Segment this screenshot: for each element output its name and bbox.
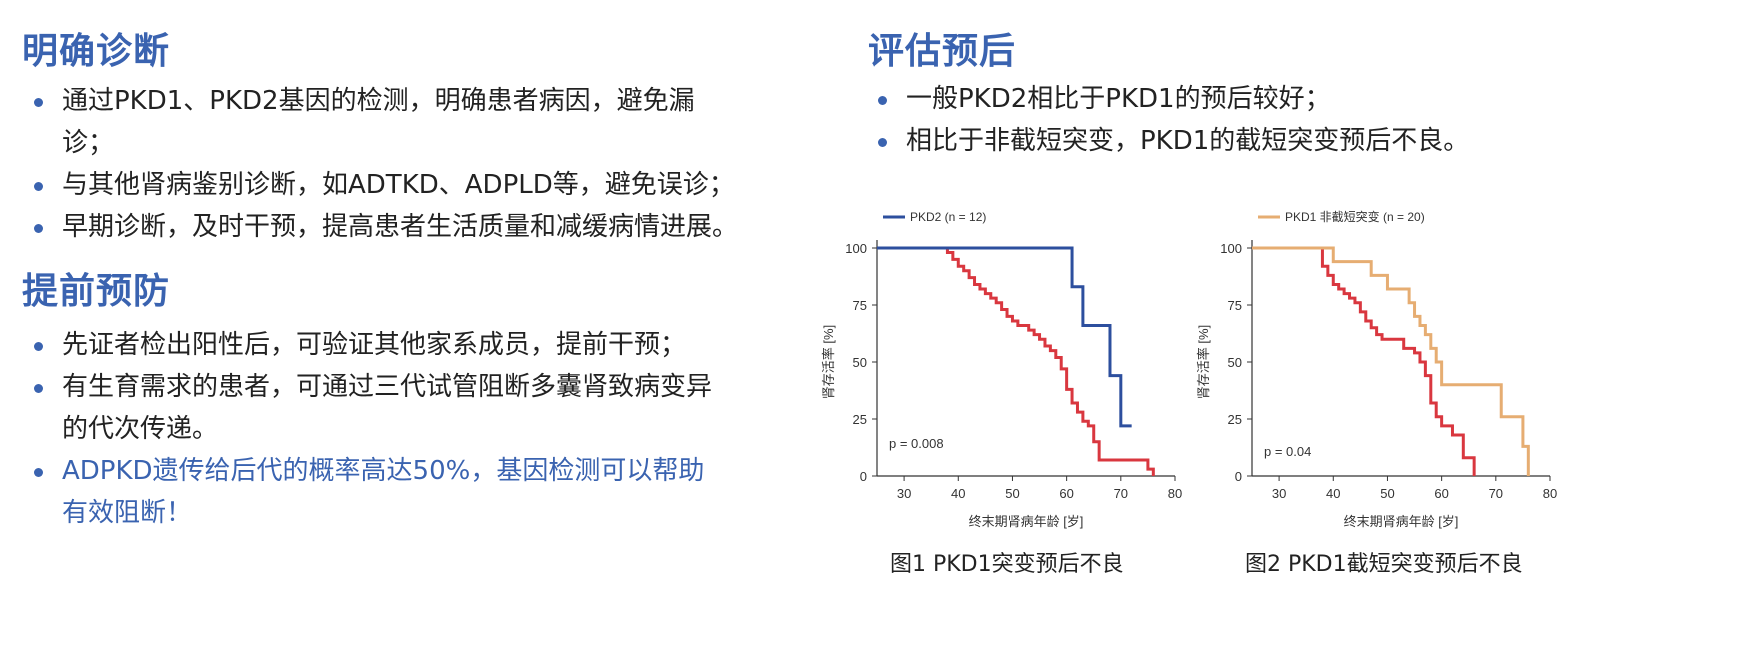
p-value-label: p = 0.04 [1264,444,1311,459]
legend-label: PKD2 (n = 12) [910,210,986,224]
bullet-dot [34,384,43,393]
bullet-dot [34,468,43,477]
x-tick-label: 80 [1168,486,1182,501]
list-item: 有生育需求的患者，可通过三代试管阻断多囊肾致病变异的代次传递。 [22,366,722,450]
y-axis-title: 肾存活率 [%] [821,325,836,399]
prevention-list: 先证者检出阳性后，可验证其他家系成员，提前干预； 有生育需求的患者，可通过三代试… [22,324,722,534]
survival-series-line [877,246,1155,476]
y-tick-label: 25 [853,412,867,427]
bullet-dot [34,224,43,233]
x-tick-label: 60 [1059,486,1073,501]
y-tick-label: 50 [853,355,867,370]
y-tick-label: 75 [1228,298,1242,313]
bullet-dot [34,342,43,351]
x-tick-label: 60 [1434,486,1448,501]
survival-series-line [1252,246,1530,476]
list-item: 一般PKD2相比于PKD1的预后较好； [866,78,1746,120]
diagnosis-list: 通过PKD1、PKD2基因的检测，明确患者病因，避免漏诊； 与其他肾病鉴别诊断，… [22,80,742,248]
y-tick-label: 0 [1235,469,1242,484]
y-tick-label: 100 [1220,241,1242,256]
y-tick-label: 75 [853,298,867,313]
x-tick-label: 70 [1114,486,1128,501]
survival-series-line [1252,246,1476,476]
bullet-dot [34,98,43,107]
bullet-dot [878,96,887,105]
list-item: 早期诊断，及时干预，提高患者生活质量和减缓病情进展。 [22,206,742,248]
x-tick-label: 50 [1380,486,1394,501]
list-item: 通过PKD1、PKD2基因的检测，明确患者病因，避免漏诊； [22,80,742,164]
chart-1: PKD1 (n = 90)PKD2 (n = 12)02550751003040… [815,193,1190,544]
survival-chart-1: PKD1 (n = 90)PKD2 (n = 12)02550751003040… [821,193,1182,529]
chart-2-caption: 图2 PKD1截短突变预后不良 [1245,552,1523,577]
y-tick-label: 25 [1228,412,1242,427]
heading-prognosis: 评估预后 [868,31,1017,72]
bullet-dot [878,138,887,147]
bullet-dot [34,182,43,191]
p-value-label: p = 0.008 [889,436,944,451]
survival-series-line [877,246,1132,428]
x-tick-label: 80 [1543,486,1557,501]
x-tick-label: 40 [951,486,965,501]
y-tick-label: 100 [845,241,867,256]
list-item: 先证者检出阳性后，可验证其他家系成员，提前干预； [22,324,722,366]
x-tick-label: 50 [1005,486,1019,501]
list-item: 相比于非截短突变，PKD1的截短突变预后不良。 [866,120,1746,162]
survival-chart-2: PKD1 截短突变 (n = 70)PKD1 非截短突变 (n = 20)025… [1196,192,1557,529]
x-axis-title: 终末期肾病年龄 [岁] [1344,514,1459,529]
prognosis-list: 一般PKD2相比于PKD1的预后较好； 相比于非截短突变，PKD1的截短突变预后… [866,78,1746,162]
x-tick-label: 30 [1272,486,1286,501]
y-tick-label: 0 [860,469,867,484]
list-item-highlight: ADPKD遗传给后代的概率高达50%，基因检测可以帮助有效阻断！ [22,450,722,534]
legend-label: PKD1 非截短突变 (n = 20) [1285,210,1425,224]
heading-prevention: 提前预防 [22,271,171,312]
list-item: 与其他肾病鉴别诊断，如ADTKD、ADPLD等，避免误诊； [22,164,742,206]
heading-diagnosis: 明确诊断 [22,31,171,72]
x-tick-label: 70 [1489,486,1503,501]
x-tick-label: 40 [1326,486,1340,501]
x-tick-label: 30 [897,486,911,501]
y-axis-title: 肾存活率 [%] [1196,325,1211,399]
chart-1-caption: 图1 PKD1突变预后不良 [890,552,1124,577]
x-axis-title: 终末期肾病年龄 [岁] [969,514,1084,529]
chart-2: PKD1 截短突变 (n = 70)PKD1 非截短突变 (n = 20)025… [1190,192,1560,544]
y-tick-label: 50 [1228,355,1242,370]
